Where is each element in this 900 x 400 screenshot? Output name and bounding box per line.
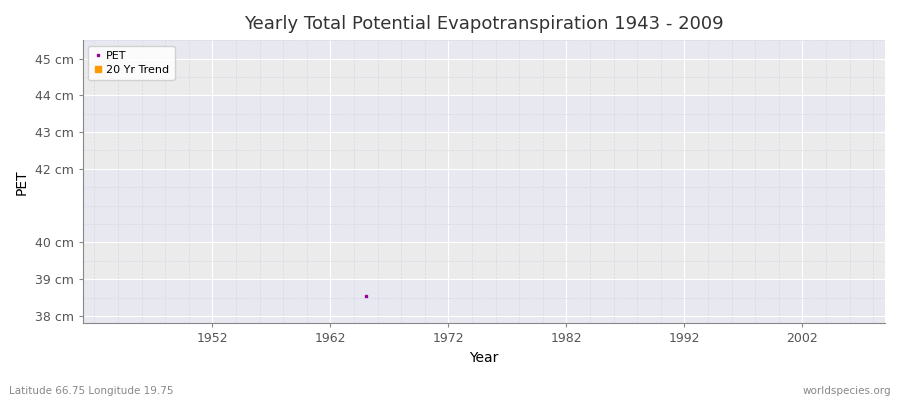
Bar	[83, 169, 885, 242]
X-axis label: Year: Year	[469, 351, 499, 365]
Text: Latitude 66.75 Longitude 19.75: Latitude 66.75 Longitude 19.75	[9, 386, 174, 396]
Text: worldspecies.org: worldspecies.org	[803, 386, 891, 396]
Bar	[83, 316, 885, 324]
Title: Yearly Total Potential Evapotranspiration 1943 - 2009: Yearly Total Potential Evapotranspiratio…	[244, 15, 724, 33]
Bar	[83, 95, 885, 132]
Bar	[83, 58, 885, 95]
Bar	[83, 132, 885, 169]
Legend: PET, 20 Yr Trend: PET, 20 Yr Trend	[88, 46, 175, 80]
Bar	[83, 279, 885, 316]
Y-axis label: PET: PET	[15, 169, 29, 194]
Bar	[83, 40, 885, 58]
Bar	[83, 242, 885, 279]
